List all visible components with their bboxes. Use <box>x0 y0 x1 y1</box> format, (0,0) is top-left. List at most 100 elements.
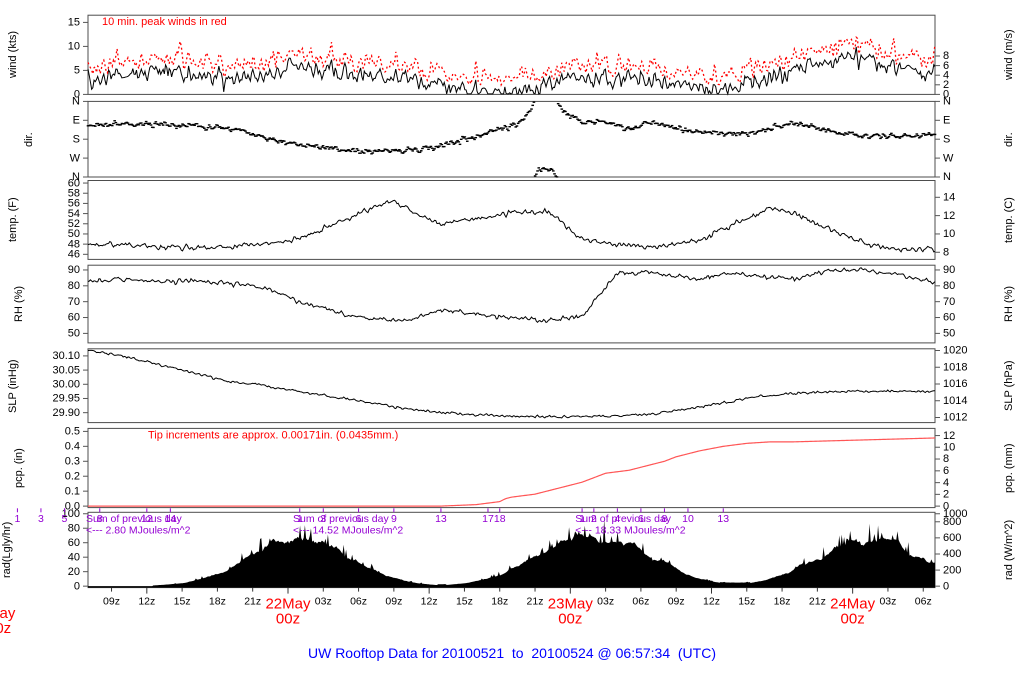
svg-text:29.90: 29.90 <box>52 407 80 419</box>
svg-text:18z: 18z <box>209 596 226 608</box>
svg-text:W: W <box>943 152 954 164</box>
svg-text:60: 60 <box>943 312 955 324</box>
svg-text:00z: 00z <box>558 611 582 628</box>
svg-text:S: S <box>73 133 80 145</box>
svg-text:1000: 1000 <box>943 508 967 520</box>
svg-text:70: 70 <box>943 296 955 308</box>
svg-text:09z: 09z <box>103 596 120 608</box>
svg-text:0.2: 0.2 <box>65 470 80 482</box>
svg-text:0.1: 0.1 <box>65 485 80 497</box>
svg-text:60: 60 <box>68 177 80 189</box>
svg-text:S: S <box>943 133 950 145</box>
svg-text:06z: 06z <box>350 596 367 608</box>
svg-text:80: 80 <box>68 522 80 534</box>
svg-text:1012: 1012 <box>943 412 967 424</box>
svg-text:Sum of previous day: Sum of previous day <box>575 513 671 525</box>
svg-text:50: 50 <box>943 328 955 340</box>
svg-text:12z: 12z <box>703 596 720 608</box>
svg-text:2: 2 <box>943 489 949 501</box>
svg-text:09z: 09z <box>385 596 402 608</box>
svg-text:12: 12 <box>943 210 955 222</box>
svg-text:30.00: 30.00 <box>52 378 80 390</box>
svg-text:400: 400 <box>943 548 961 560</box>
svg-text:70: 70 <box>68 296 80 308</box>
svg-text:3: 3 <box>38 513 44 525</box>
svg-text:03z: 03z <box>597 596 614 608</box>
svg-text:03z: 03z <box>879 596 896 608</box>
svg-text:17: 17 <box>482 513 494 525</box>
svg-text:<--- 14.52 MJoules/m^2: <--- 14.52 MJoules/m^2 <box>293 524 403 536</box>
svg-text:90: 90 <box>68 264 80 276</box>
svg-text:21z: 21z <box>527 596 544 608</box>
svg-text:E: E <box>943 115 950 127</box>
svg-text:10: 10 <box>943 441 955 453</box>
svg-text:15z: 15z <box>456 596 473 608</box>
svg-text:Tip increments are approx. 0.0: Tip increments are approx. 0.00171in. (0… <box>148 429 398 441</box>
svg-text:<--- 2.80 MJoules/m^2: <--- 2.80 MJoules/m^2 <box>86 524 191 536</box>
svg-text:18z: 18z <box>774 596 791 608</box>
svg-text:5: 5 <box>62 513 68 525</box>
svg-text:0.3: 0.3 <box>65 455 80 467</box>
svg-text:200: 200 <box>943 564 961 576</box>
svg-text:30.05: 30.05 <box>52 364 80 376</box>
svg-text:06z: 06z <box>915 596 932 608</box>
svg-text:5: 5 <box>74 65 80 77</box>
svg-text:N: N <box>943 171 951 183</box>
svg-text:N: N <box>943 96 951 108</box>
svg-text:8: 8 <box>943 246 949 258</box>
svg-text:14: 14 <box>943 192 955 204</box>
svg-text:N: N <box>72 96 80 108</box>
svg-text:00z: 00z <box>276 611 300 628</box>
svg-text:13: 13 <box>717 513 729 525</box>
svg-text:40: 40 <box>68 551 80 563</box>
svg-text:00z: 00z <box>841 611 865 628</box>
svg-text:1016: 1016 <box>943 378 967 390</box>
svg-text:06z: 06z <box>632 596 649 608</box>
svg-text:0.4: 0.4 <box>65 441 80 453</box>
svg-text:13: 13 <box>435 513 447 525</box>
svg-text:E: E <box>73 115 80 127</box>
svg-text:10: 10 <box>943 228 955 240</box>
svg-text:8: 8 <box>943 453 949 465</box>
svg-text:1014: 1014 <box>943 395 967 407</box>
svg-text:21z: 21z <box>809 596 826 608</box>
svg-text:Sum of previous day: Sum of previous day <box>293 513 389 525</box>
svg-text:Sum of previous day: Sum of previous day <box>86 513 182 525</box>
svg-text:50: 50 <box>68 328 80 340</box>
svg-text:12: 12 <box>943 430 955 442</box>
svg-text:10: 10 <box>68 41 80 53</box>
svg-text:90: 90 <box>943 264 955 276</box>
svg-text:60: 60 <box>68 537 80 549</box>
svg-text:1020: 1020 <box>943 345 967 357</box>
svg-text:29.95: 29.95 <box>52 393 80 405</box>
svg-text:80: 80 <box>943 280 955 292</box>
svg-text:W: W <box>70 152 81 164</box>
svg-text:0.5: 0.5 <box>65 426 80 438</box>
svg-text:60: 60 <box>68 312 80 324</box>
svg-text:80: 80 <box>68 280 80 292</box>
svg-text:09z: 09z <box>668 596 685 608</box>
svg-text:30.10: 30.10 <box>52 350 80 362</box>
svg-text:21z: 21z <box>244 596 261 608</box>
svg-text:12z: 12z <box>138 596 155 608</box>
svg-text:12z: 12z <box>421 596 438 608</box>
svg-text:03z: 03z <box>315 596 332 608</box>
svg-text:6: 6 <box>943 465 949 477</box>
svg-text:15: 15 <box>68 17 80 29</box>
svg-text:1: 1 <box>14 513 20 525</box>
svg-text:4: 4 <box>943 477 949 489</box>
svg-text:8: 8 <box>943 50 949 62</box>
svg-text:18: 18 <box>494 513 506 525</box>
svg-text:10 min. peak winds in red: 10 min. peak winds in red <box>102 16 227 28</box>
svg-text:0: 0 <box>74 580 80 592</box>
svg-text:1018: 1018 <box>943 361 967 373</box>
svg-text:9: 9 <box>391 513 397 525</box>
svg-text:10: 10 <box>682 513 694 525</box>
svg-text:600: 600 <box>943 532 961 544</box>
svg-text:20: 20 <box>68 566 80 578</box>
svg-text:<--- 18.33 MJoules/m^2: <--- 18.33 MJoules/m^2 <box>575 524 685 536</box>
svg-text:0: 0 <box>943 580 949 592</box>
svg-text:15z: 15z <box>174 596 191 608</box>
svg-text:18z: 18z <box>491 596 508 608</box>
svg-text:15z: 15z <box>738 596 755 608</box>
